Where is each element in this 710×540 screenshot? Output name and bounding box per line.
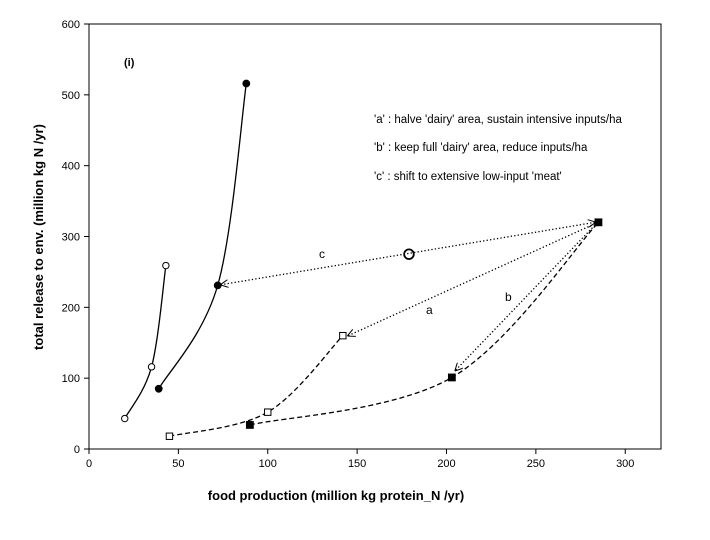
annotation-a: 'a' : halve 'dairy' area, sustain intens… [374, 114, 622, 126]
markers [121, 79, 603, 440]
x-tick-label: 100 [259, 458, 277, 470]
open-circle-point [121, 414, 129, 423]
filled-circle-point [213, 281, 222, 290]
open-square-point [339, 331, 347, 340]
open-circle-point [147, 363, 156, 371]
arrows [221, 222, 595, 370]
filled-square-point [245, 421, 254, 429]
x-axis-title: food production (million kg protein_N /y… [208, 488, 464, 503]
x-tick-label: 200 [437, 458, 455, 470]
series-lines [124, 83, 599, 437]
large-open-circle-point [403, 248, 415, 260]
series-line-filled-circle [158, 83, 247, 390]
x-tick-label: 300 [616, 458, 634, 470]
open-circle-point [162, 261, 170, 270]
y-tick-label: 500 [62, 90, 80, 102]
series-line-open-circle [124, 265, 167, 419]
x-tick-label: 50 [172, 458, 184, 470]
annotation-b: 'b' : keep full 'dairy' area, reduce inp… [374, 142, 588, 154]
arrow-c [221, 222, 595, 284]
plot-area-frame [88, 23, 662, 450]
y-tick-label: 100 [62, 373, 80, 385]
arrow-a [348, 223, 596, 336]
x-tick-label: 150 [348, 458, 366, 470]
open-square-point [165, 432, 174, 440]
y-tick-label: 300 [62, 232, 80, 244]
series-line-filled-square [249, 221, 599, 426]
y-tick-label: 200 [62, 302, 80, 314]
y-tick-label: 400 [62, 161, 80, 173]
x-tick-label: 250 [527, 458, 545, 470]
arrow-label-b: b [505, 290, 512, 304]
arrow-label-a: a [426, 303, 433, 317]
series-line-open-square [169, 335, 344, 437]
axes: 0 50 100 150 200 250 300 0 100 200 300 400 500 600 [62, 19, 635, 470]
arrow-b [455, 224, 596, 370]
open-square-point [264, 408, 272, 416]
y-tick-label: 0 [74, 444, 80, 456]
filled-square-point [594, 218, 603, 227]
annotation-c: 'c' : shift to extensive low-input 'meat… [374, 171, 562, 183]
filled-circle-point [242, 79, 251, 88]
filled-circle-point [154, 384, 163, 393]
panel-label: (i) [124, 57, 135, 69]
x-tick-label: 0 [86, 458, 92, 470]
arrow-label-c: c [319, 247, 325, 261]
y-tick-label: 600 [62, 19, 80, 31]
y-axis-title: total release to env. (million kg N /yr) [31, 124, 46, 350]
filled-square-point [447, 373, 456, 382]
